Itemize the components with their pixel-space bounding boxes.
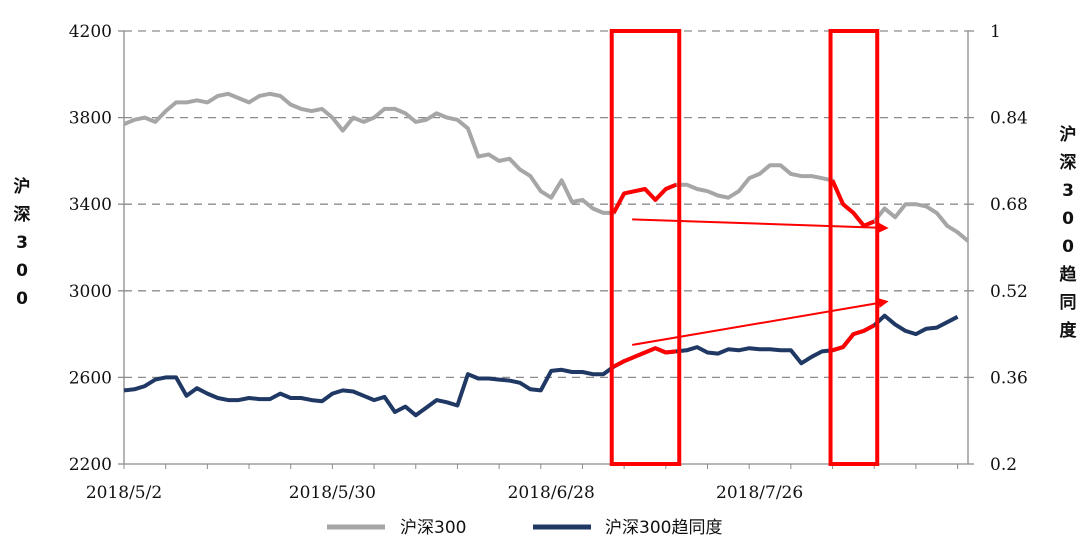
series-highlight-segment [830, 179, 875, 228]
series-line-hs300-convergence [123, 313, 959, 418]
legend: 沪深300 沪深300趋同度 [327, 518, 722, 538]
series-highlight-segment [831, 323, 876, 353]
x-tick-label: 2018/5/30 [289, 483, 376, 503]
legend-label-hs300-convergence: 沪深300趋同度 [605, 518, 722, 538]
series-highlight-segment [612, 346, 677, 369]
gridlines [124, 30, 968, 379]
x-tick-label: 2018/6/28 [508, 483, 595, 503]
x-tick-label: 2018/5/2 [86, 483, 162, 503]
y-left-tick-label: 2600 [69, 368, 112, 388]
y-left-tick-label: 4200 [69, 22, 112, 42]
y-left-axis-title: 沪深 3 0 0 [14, 176, 31, 309]
series-highlight-segment [611, 182, 677, 214]
y-right-axis-title: 沪深 3 0 0 趋同度 [1060, 124, 1078, 341]
x-tick-label: 2018/7/26 [716, 483, 803, 503]
y-left-tick-label: 2200 [69, 455, 112, 475]
annotation-arrow [631, 298, 889, 346]
annotation-arrow [632, 218, 889, 233]
highlight-box [609, 29, 682, 466]
y-right-tick-label: 0.68 [990, 195, 1028, 215]
y-right-tick-label: 0.36 [990, 368, 1028, 388]
y-left-tick-label: 3800 [69, 109, 112, 129]
annotation-arrows [631, 218, 889, 346]
tick-labels: 2200 2600 3000 3400 3800 4200 0.2 0.36 0.52 0.68 0… [14, 22, 1078, 503]
series-lines [123, 91, 970, 418]
axes [118, 30, 974, 469]
y-left-tick-label: 3000 [69, 282, 112, 302]
highlight-boxes [609, 29, 880, 466]
series-line-hs300 [123, 91, 970, 243]
y-right-tick-label: 0.52 [990, 282, 1028, 302]
legend-label-hs300: 沪深300 [400, 518, 466, 538]
y-left-tick-label: 3400 [69, 195, 112, 215]
highlight-box [828, 29, 880, 466]
y-right-tick-label: 0.84 [990, 109, 1028, 129]
y-right-tick-label: 0.2 [990, 455, 1017, 475]
y-right-tick-label: 1 [990, 22, 1001, 42]
